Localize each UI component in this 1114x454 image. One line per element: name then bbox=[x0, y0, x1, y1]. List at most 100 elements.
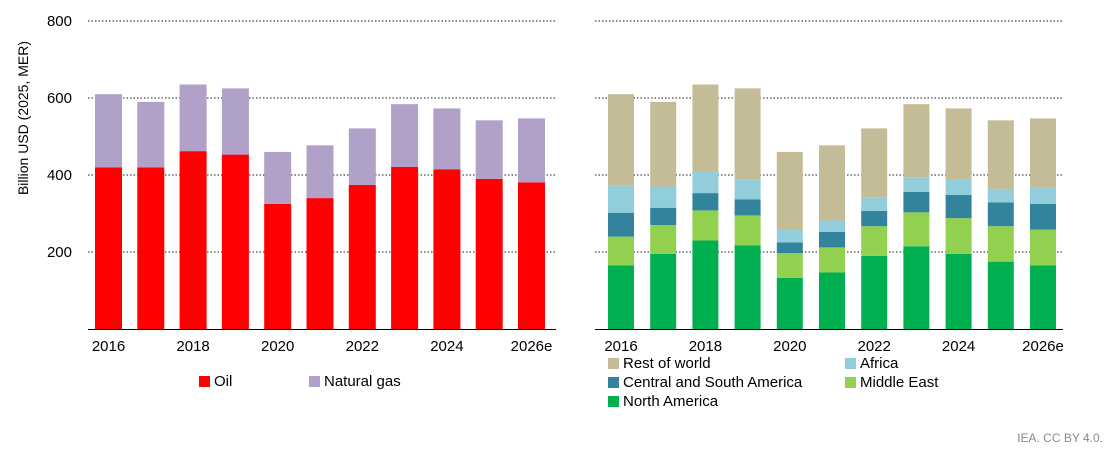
bar-segment-rest-of-world-2025 bbox=[987, 120, 1014, 189]
bar-segment-oil-2016 bbox=[95, 167, 122, 329]
legend-swatch bbox=[199, 376, 210, 387]
bar-segment-central-and-south-america-2024 bbox=[945, 195, 972, 219]
bar-segment-natural-gas-2017 bbox=[137, 101, 165, 168]
bar-segment-rest-of-world-2017 bbox=[650, 101, 677, 187]
bar-segment-oil-2022 bbox=[348, 185, 376, 329]
y-tick-label: 400 bbox=[47, 167, 72, 184]
bar-segment-rest-of-world-2026e bbox=[1030, 118, 1056, 188]
x-tick-label: 2020 bbox=[773, 338, 806, 355]
x-tick-label: 2018 bbox=[689, 338, 722, 355]
bar-segment-natural-gas-2023 bbox=[391, 104, 419, 167]
bar-segment-central-and-south-america-2017 bbox=[650, 207, 677, 226]
bar-segment-africa-2021 bbox=[819, 220, 845, 232]
x-tick-label: 2016 bbox=[92, 338, 125, 355]
bar-segment-natural-gas-2024 bbox=[433, 108, 461, 170]
legend-label: North America bbox=[623, 393, 719, 410]
bar-segment-rest-of-world-2016 bbox=[608, 94, 634, 186]
y-tick-label: 200 bbox=[47, 244, 72, 261]
bar-segment-north-america-2018 bbox=[692, 240, 719, 329]
x-tick-label: 2016 bbox=[604, 338, 637, 355]
bar-segment-middle-east-2023 bbox=[903, 212, 930, 247]
bar-segment-africa-2022 bbox=[861, 197, 888, 211]
bar-segment-middle-east-2016 bbox=[608, 236, 634, 266]
x-tick-label: 2024 bbox=[430, 338, 463, 355]
legend-swatch bbox=[608, 396, 619, 407]
bar-segment-north-america-2022 bbox=[861, 255, 888, 329]
bar-segment-north-america-2021 bbox=[819, 272, 845, 329]
bar-segment-africa-2023 bbox=[903, 177, 930, 192]
bar-segment-africa-2019 bbox=[734, 179, 761, 200]
bar-segment-rest-of-world-2018 bbox=[692, 84, 719, 172]
bar-layer bbox=[95, 84, 1056, 329]
bar-segment-rest-of-world-2023 bbox=[903, 104, 930, 178]
axis-layer: 200 400 600 800 2016 2018 2020 2022 2024 2026e 201… bbox=[47, 13, 1064, 355]
legend-label: Natural gas bbox=[324, 373, 401, 390]
bar-segment-central-and-south-america-2025 bbox=[987, 202, 1014, 227]
bar-segment-natural-gas-2025 bbox=[475, 120, 503, 179]
legend-label: Middle East bbox=[860, 374, 939, 391]
bar-segment-rest-of-world-2024 bbox=[945, 108, 972, 180]
bar-segment-north-america-2017 bbox=[650, 253, 677, 329]
bar-segment-central-and-south-america-2022 bbox=[861, 210, 888, 227]
x-tick-label: 2024 bbox=[942, 338, 975, 355]
bar-segment-middle-east-2022 bbox=[861, 226, 888, 256]
x-tick-label: 2018 bbox=[176, 338, 209, 355]
bar-segment-north-america-2025 bbox=[987, 261, 1014, 329]
bar-segment-central-and-south-america-2021 bbox=[819, 231, 845, 248]
bar-segment-africa-2025 bbox=[987, 188, 1014, 203]
bar-segment-middle-east-2018 bbox=[692, 210, 719, 241]
bar-segment-rest-of-world-2022 bbox=[861, 128, 888, 198]
bar-segment-middle-east-2021 bbox=[819, 247, 845, 273]
bar-segment-central-and-south-america-2019 bbox=[734, 199, 761, 216]
bar-segment-central-and-south-america-2016 bbox=[608, 212, 634, 237]
bar-segment-natural-gas-2016 bbox=[95, 94, 122, 168]
bar-segment-oil-2023 bbox=[391, 166, 419, 329]
bar-segment-oil-2021 bbox=[306, 198, 334, 329]
legend-swatch bbox=[309, 376, 320, 387]
legend-label: Oil bbox=[214, 373, 232, 390]
bar-segment-oil-2019 bbox=[221, 154, 249, 329]
y-axis-title: Billion USD (2025, MER) bbox=[15, 41, 31, 195]
bar-segment-middle-east-2019 bbox=[734, 215, 761, 246]
legend-label: Central and South America bbox=[623, 374, 803, 391]
x-tick-label: 2026e bbox=[1022, 338, 1064, 355]
bar-segment-natural-gas-2021 bbox=[306, 145, 334, 199]
bar-segment-middle-east-2020 bbox=[776, 253, 803, 278]
bar-segment-north-america-2016 bbox=[608, 265, 634, 329]
bar-segment-central-and-south-america-2020 bbox=[776, 242, 803, 254]
bar-segment-middle-east-2025 bbox=[987, 226, 1014, 262]
bar-segment-africa-2016 bbox=[608, 185, 634, 213]
x-tick-label: 2022 bbox=[346, 338, 379, 355]
x-tick-label: 2020 bbox=[261, 338, 294, 355]
bar-segment-natural-gas-2018 bbox=[179, 84, 207, 152]
credit-text: IEA. CC BY 4.0. bbox=[1017, 431, 1103, 445]
legend-label: Africa bbox=[860, 355, 899, 372]
bar-segment-africa-2020 bbox=[776, 230, 803, 243]
bar-segment-rest-of-world-2020 bbox=[776, 151, 803, 231]
bar-segment-central-and-south-america-2023 bbox=[903, 191, 930, 213]
bar-segment-central-and-south-america-2026e bbox=[1030, 203, 1056, 230]
legend-swatch bbox=[608, 358, 619, 369]
legend-swatch bbox=[608, 377, 619, 388]
bar-segment-north-america-2026e bbox=[1030, 265, 1056, 329]
bar-segment-oil-2025 bbox=[475, 178, 503, 329]
bar-segment-middle-east-2017 bbox=[650, 225, 677, 254]
bar-segment-natural-gas-2019 bbox=[221, 88, 249, 155]
legend-swatch bbox=[845, 358, 856, 369]
x-tick-label: 2022 bbox=[858, 338, 891, 355]
bar-segment-oil-2017 bbox=[137, 167, 165, 329]
bar-segment-north-america-2023 bbox=[903, 246, 930, 329]
y-tick-label: 600 bbox=[47, 90, 72, 107]
bar-segment-north-america-2020 bbox=[776, 277, 803, 329]
bar-segment-oil-2020 bbox=[264, 203, 292, 329]
bar-segment-central-and-south-america-2018 bbox=[692, 193, 719, 211]
bar-segment-rest-of-world-2021 bbox=[819, 145, 845, 221]
bar-segment-natural-gas-2026e bbox=[518, 118, 545, 183]
bar-segment-oil-2018 bbox=[179, 151, 207, 329]
bar-segment-africa-2018 bbox=[692, 171, 719, 194]
bar-segment-middle-east-2026e bbox=[1030, 229, 1056, 266]
bar-segment-rest-of-world-2019 bbox=[734, 88, 761, 180]
bar-segment-natural-gas-2022 bbox=[348, 128, 376, 186]
